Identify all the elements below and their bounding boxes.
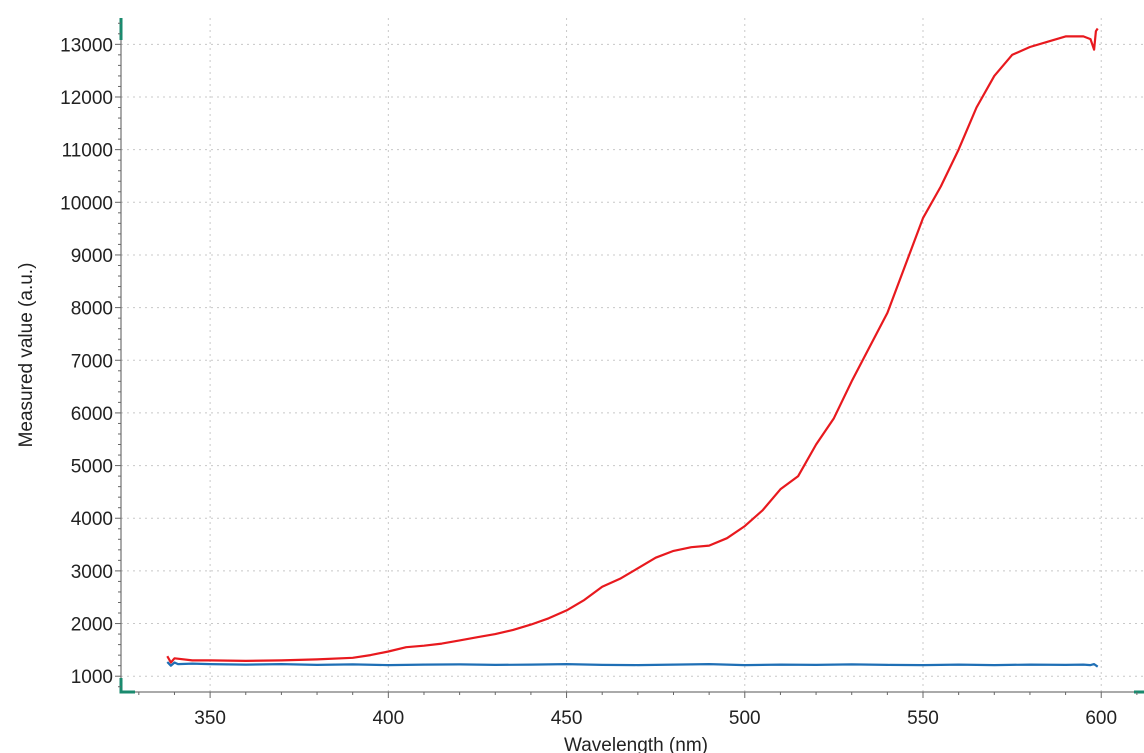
x-tick-label: 500 xyxy=(729,708,761,729)
series-layer xyxy=(166,27,1099,668)
y-tick-label: 6000 xyxy=(71,404,113,425)
y-tick-label: 13000 xyxy=(60,35,113,56)
y-tick-label: 9000 xyxy=(71,246,113,267)
y-axis-title: Measured value (a.u.) xyxy=(16,263,37,448)
x-tick-label: 350 xyxy=(194,708,226,729)
y-tick-label: 2000 xyxy=(71,615,113,636)
axis-corner-marker xyxy=(119,678,135,694)
y-tick-label: 7000 xyxy=(71,351,113,372)
y-tick-label: 5000 xyxy=(71,457,113,478)
y-tick-label: 1000 xyxy=(71,667,113,688)
plot-area xyxy=(121,18,1144,692)
y-tick-label: 10000 xyxy=(60,193,113,214)
y-tick-label: 12000 xyxy=(60,88,113,109)
x-tick-label: 400 xyxy=(372,708,404,729)
x-tick-label: 600 xyxy=(1085,708,1117,729)
x-axis-title: Wavelength (nm) xyxy=(564,735,708,753)
series-line-2 xyxy=(166,661,1099,668)
axes: 1000 2000 3000 4000 5000 6000 7000 8000 9000 1000… xyxy=(60,18,1144,729)
y-tick-label: 11000 xyxy=(62,141,113,162)
x-tick-label: 550 xyxy=(907,708,939,729)
series-line-1 xyxy=(166,27,1099,664)
grid xyxy=(121,18,1144,692)
y-tick-label: 8000 xyxy=(71,299,113,320)
y-tick-label: 4000 xyxy=(71,509,113,530)
y-tick-label: 3000 xyxy=(71,562,113,583)
x-tick-label: 450 xyxy=(551,708,583,729)
